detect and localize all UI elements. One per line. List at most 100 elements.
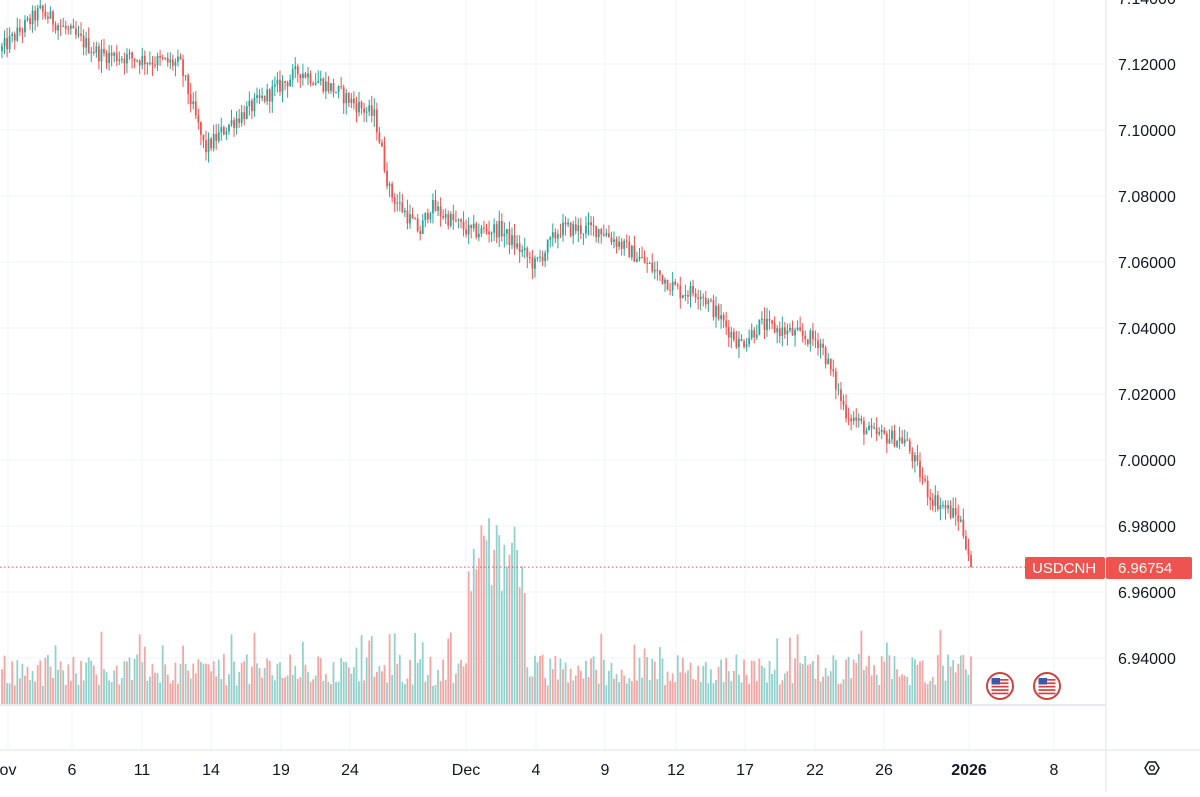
candle-body (411, 214, 414, 219)
volume-bar (554, 655, 557, 704)
candle-body (916, 455, 919, 461)
volume-bar (781, 680, 784, 704)
volume-bar (786, 671, 789, 704)
volume-bar (215, 676, 218, 704)
candle-body (750, 330, 753, 339)
candle-body (620, 241, 623, 249)
volume-bar (266, 658, 269, 704)
chart-settings-button[interactable] (1144, 761, 1160, 775)
candle-body (776, 328, 779, 333)
volume-bar (375, 671, 378, 704)
time-tick-label: 12 (667, 762, 685, 779)
time-axis[interactable]: ov 6 11 14 19 24 Dec 4 9 12 17 22 26 2026 8 (0, 762, 1059, 779)
volume-bar (240, 662, 243, 704)
candle-body (947, 505, 949, 509)
volume-bar (926, 683, 929, 704)
candle-body (868, 425, 870, 431)
candle-body (85, 38, 88, 48)
volume-bar (381, 671, 383, 704)
candle-body (786, 330, 789, 335)
candle-body (383, 146, 386, 171)
volume-bar (472, 548, 475, 704)
volume-bar (579, 670, 582, 704)
volume-bar (126, 661, 128, 704)
candle-body (822, 343, 824, 348)
volume-bar (625, 683, 628, 704)
candle-body (962, 519, 965, 536)
volume-bar (426, 675, 429, 704)
candle-body (171, 59, 174, 66)
candle-body (796, 327, 799, 331)
volume-bar (806, 664, 809, 704)
volume-bar (18, 678, 21, 704)
volume-bar (151, 663, 154, 704)
volume-bars (1, 518, 972, 704)
candle-body (602, 234, 605, 236)
candle-body (536, 257, 539, 259)
volume-bar (16, 660, 19, 704)
candle-body (327, 81, 330, 91)
calendar-events[interactable] (986, 672, 1061, 700)
candle-body (1, 46, 3, 51)
volume-bar (92, 665, 95, 704)
volume-bar (21, 663, 24, 704)
candle-body (799, 327, 802, 331)
candle-body (141, 55, 144, 66)
candle-body (13, 33, 16, 41)
candle-body (220, 127, 223, 133)
candle-body (931, 499, 934, 506)
candle-body (128, 52, 131, 55)
price-axis[interactable]: 7.14000 7.12000 7.10000 7.08000 7.06000 7.040… (1118, 0, 1176, 668)
candle-body (452, 213, 455, 221)
volume-bar (3, 655, 6, 704)
volume-bar (860, 630, 863, 704)
candle-body (337, 86, 340, 93)
candle-body (944, 504, 947, 509)
candle-body (268, 89, 271, 102)
candle-body (370, 105, 373, 116)
candle-body (727, 327, 730, 338)
candle-body (222, 127, 225, 135)
candle-body (577, 225, 580, 232)
volume-bar (513, 526, 516, 704)
volume-bar (947, 654, 949, 704)
candle-body (238, 118, 241, 123)
candle-body (921, 477, 924, 479)
candle-body (205, 140, 207, 153)
candle-body (488, 231, 490, 235)
volume-bar (536, 662, 539, 704)
candle-body (62, 25, 65, 27)
candle-body (618, 241, 620, 247)
us-flag-icon[interactable] (1033, 672, 1061, 700)
volume-bar (455, 673, 457, 704)
price-tick-label: 7.04000 (1118, 321, 1176, 338)
volume-bar (641, 677, 643, 704)
time-tick-label: ov (0, 762, 16, 779)
price-tick-label: 7.06000 (1118, 255, 1176, 272)
volume-bar (365, 657, 368, 704)
volume-bar (268, 660, 271, 704)
candle-body (704, 297, 707, 305)
volume-bar (636, 680, 638, 704)
candle-body (179, 56, 182, 60)
us-flag-icon[interactable] (986, 672, 1014, 700)
price-tick-label: 7.10000 (1118, 123, 1176, 140)
candle-body (253, 97, 256, 112)
candle-body (633, 245, 636, 262)
candle-body (518, 243, 521, 252)
volume-bar (424, 681, 427, 704)
volume-bar (896, 669, 898, 704)
price-tick-label: 7.00000 (1118, 453, 1176, 470)
candle-body (434, 199, 437, 211)
candle-body (194, 101, 197, 116)
candle-body (421, 220, 424, 234)
volume-bar (182, 645, 184, 704)
candle-body (804, 335, 807, 340)
candle-body (80, 33, 82, 36)
candle-body (477, 233, 480, 238)
volume-bar (205, 663, 207, 704)
candle-body (416, 218, 419, 232)
volume-bar (8, 683, 11, 704)
